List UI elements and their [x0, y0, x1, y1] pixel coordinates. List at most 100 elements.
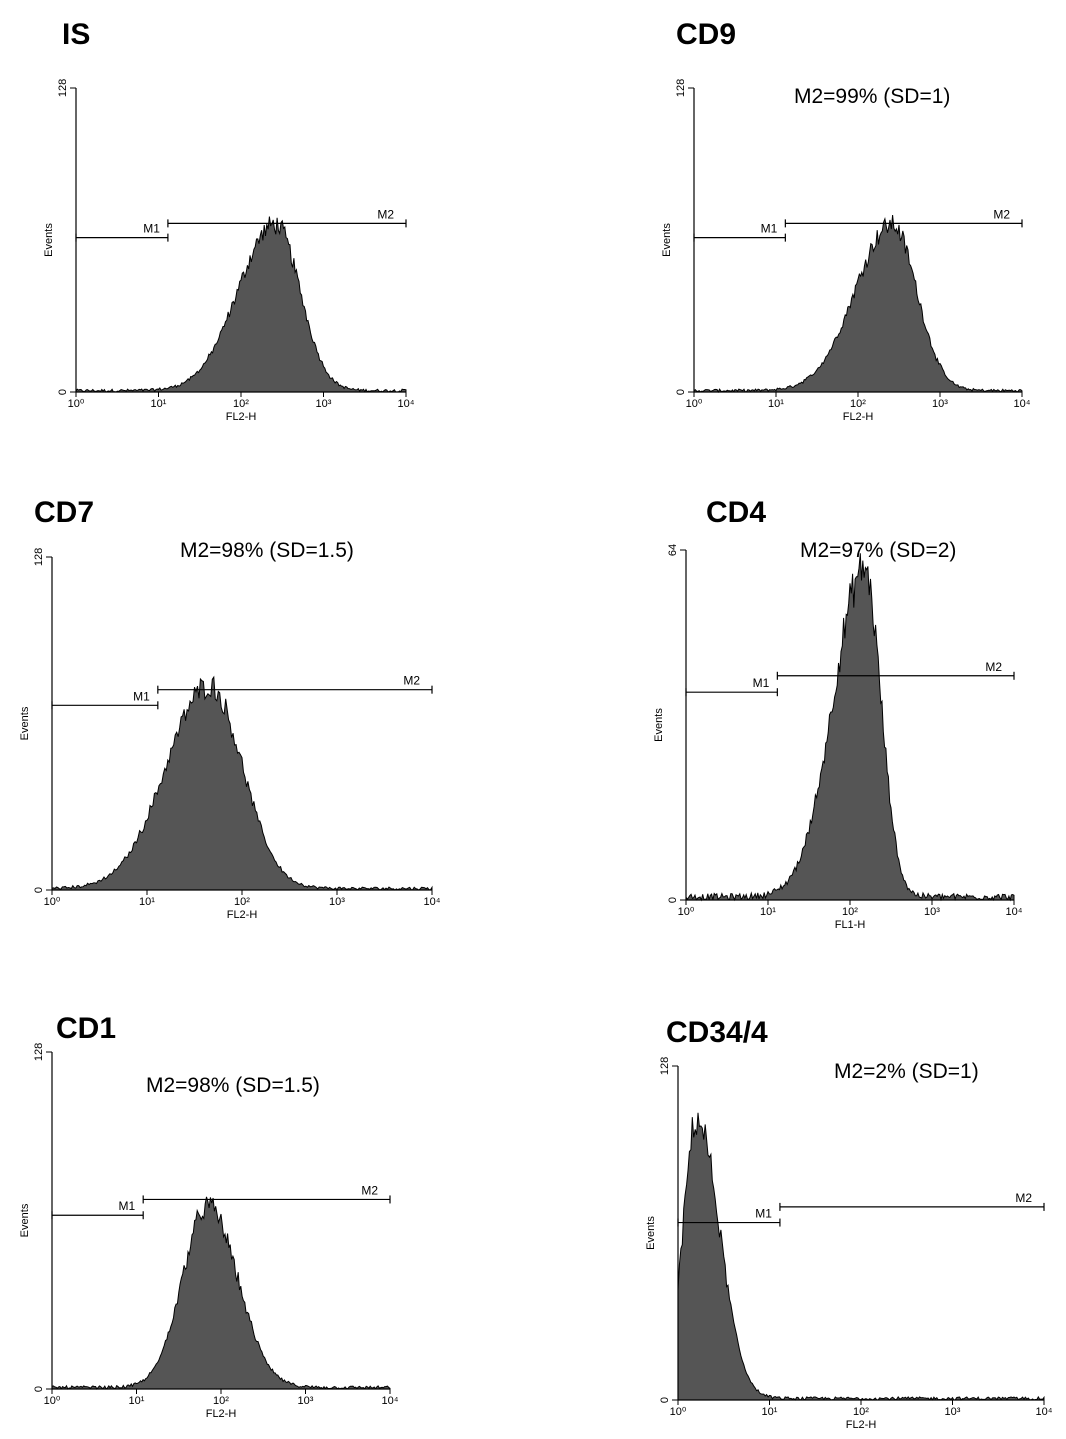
y-tick-label: 128: [675, 79, 687, 97]
x-tick-label: 10²: [213, 1395, 229, 1407]
histogram-panel-1: IS 128 0 Events 10⁰ 10¹ 10² 10³ 10⁴ FL2-H M1 M2: [43, 18, 415, 423]
gate-marker-m2: M2: [157, 674, 433, 694]
y-tick-label: 64: [667, 544, 679, 556]
gate-marker-m1: M1: [677, 1207, 781, 1227]
x-tick-label: 10¹: [760, 906, 776, 918]
gate-marker-m2: M2: [776, 660, 1015, 680]
gate-statistic: M2=2% (SD=1): [834, 1060, 979, 1083]
x-tick-label: 10⁰: [68, 398, 85, 410]
y-axis-label: Events: [43, 223, 55, 257]
y-axis-label: Events: [661, 223, 673, 257]
x-tick-label: 10¹: [768, 398, 784, 410]
x-tick-label: 10⁰: [44, 1395, 61, 1407]
gate-marker-label: M1: [761, 222, 778, 236]
x-tick-label: 10²: [234, 896, 250, 908]
gate-marker-label: M1: [133, 689, 150, 703]
x-tick-label: 10²: [842, 906, 858, 918]
x-axis-label: FL1-H: [835, 919, 866, 931]
gate-marker-m2: M2: [142, 1183, 391, 1204]
gate-marker-label: M1: [119, 1199, 136, 1213]
gate-marker-m1: M1: [75, 222, 169, 242]
histogram-area: [51, 1196, 391, 1390]
y-tick-label: 0: [659, 1397, 671, 1403]
histogram-panel-3: CD7 M2=98% (SD=1.5) 128 0 Events 10⁰ 10¹ 10² 10³…: [19, 496, 441, 921]
panel-title: CD1: [56, 1012, 116, 1045]
histogram-area: [693, 215, 1023, 394]
gate-marker-label: M1: [143, 222, 160, 236]
gate-marker-label: M2: [361, 1183, 378, 1197]
x-axis-label: FL2-H: [843, 411, 874, 423]
x-tick-label: 10⁰: [44, 896, 61, 908]
x-tick-label: 10⁴: [1014, 398, 1031, 410]
x-tick-label: 10³: [316, 398, 332, 410]
gate-marker-label: M2: [1015, 1191, 1032, 1205]
gate-marker-m2: M2: [779, 1191, 1045, 1211]
gate-marker-m1: M1: [51, 689, 159, 710]
histogram-area: [51, 675, 433, 891]
x-axis-label: FL2-H: [846, 1419, 877, 1431]
y-tick-label: 128: [33, 1043, 45, 1061]
x-tick-label: 10⁴: [1036, 1406, 1053, 1418]
gate-marker-label: M1: [753, 676, 770, 690]
y-axis-label: Events: [19, 706, 31, 740]
panel-title: CD7: [34, 496, 94, 529]
x-tick-label: 10¹: [151, 398, 167, 410]
gate-marker-label: M2: [377, 207, 394, 221]
gate-marker-label: M2: [403, 674, 420, 688]
x-tick-label: 10⁴: [424, 896, 441, 908]
y-tick-label: 0: [675, 389, 687, 395]
x-tick-label: 10²: [233, 398, 249, 410]
panel-title: IS: [62, 18, 90, 51]
gate-statistic: M2=98% (SD=1.5): [180, 539, 354, 562]
histogram-area: [677, 1112, 1045, 1401]
x-tick-label: 10³: [932, 398, 948, 410]
histogram-area: [75, 216, 407, 393]
histogram-panel-4: CD4 M2=97% (SD=2) 64 0 Events 10⁰ 10¹ 10² 10³ 10⁴…: [653, 496, 1023, 931]
gate-marker-m1: M1: [685, 676, 778, 697]
gate-marker-label: M2: [985, 660, 1002, 674]
x-tick-label: 10³: [329, 896, 345, 908]
gate-marker-label: M2: [993, 207, 1010, 221]
x-tick-label: 10³: [298, 1395, 314, 1407]
x-tick-label: 10¹: [139, 896, 155, 908]
gate-marker-m2: M2: [784, 207, 1023, 228]
histogram-area: [685, 553, 1015, 902]
gate-statistic: M2=98% (SD=1.5): [146, 1074, 320, 1097]
panel-title: CD9: [676, 18, 736, 51]
x-axis-label: FL2-H: [227, 909, 258, 921]
y-tick-label: 0: [667, 897, 679, 903]
x-tick-label: 10³: [924, 906, 940, 918]
y-axis-label: Events: [645, 1216, 657, 1250]
y-tick-label: 128: [57, 79, 69, 97]
x-tick-label: 10⁰: [670, 1406, 687, 1418]
gate-marker-m1: M1: [51, 1199, 144, 1220]
histogram-panel-6: CD34/4 M2=2% (SD=1) 128 0 Events 10⁰ 10¹ 10² 10³…: [645, 1016, 1053, 1431]
panel-title: CD4: [706, 496, 766, 529]
x-tick-label: 10²: [850, 398, 866, 410]
x-tick-label: 10⁰: [686, 398, 703, 410]
x-tick-label: 10²: [853, 1406, 869, 1418]
panel-title: CD34/4: [666, 1016, 768, 1049]
x-axis-label: FL2-H: [226, 411, 257, 423]
gate-marker-m2: M2: [167, 207, 407, 228]
y-tick-label: 128: [33, 548, 45, 566]
histogram-panel-2: CD9 M2=99% (SD=1) 128 0 Events 10⁰ 10¹ 10² 10³ 10…: [661, 18, 1031, 423]
x-tick-label: 10⁴: [382, 1395, 399, 1407]
x-tick-label: 10⁰: [678, 906, 695, 918]
gate-statistic: M2=97% (SD=2): [800, 539, 956, 562]
gate-statistic: M2=99% (SD=1): [794, 85, 950, 108]
x-tick-label: 10⁴: [1006, 906, 1023, 918]
y-tick-label: 0: [57, 389, 69, 395]
x-tick-label: 10¹: [129, 1395, 145, 1407]
y-tick-label: 0: [33, 1386, 45, 1392]
x-tick-label: 10³: [945, 1406, 961, 1418]
x-axis-label: FL2-H: [206, 1408, 237, 1420]
histogram-panel-5: CD1 M2=98% (SD=1.5) 128 0 Events 10⁰ 10¹ 10² 10³…: [19, 1012, 399, 1420]
y-axis-label: Events: [653, 708, 665, 742]
y-tick-label: 128: [659, 1057, 671, 1075]
gate-marker-label: M1: [755, 1207, 772, 1221]
y-axis-label: Events: [19, 1203, 31, 1237]
x-tick-label: 10⁴: [398, 398, 415, 410]
gate-marker-m1: M1: [693, 222, 786, 242]
